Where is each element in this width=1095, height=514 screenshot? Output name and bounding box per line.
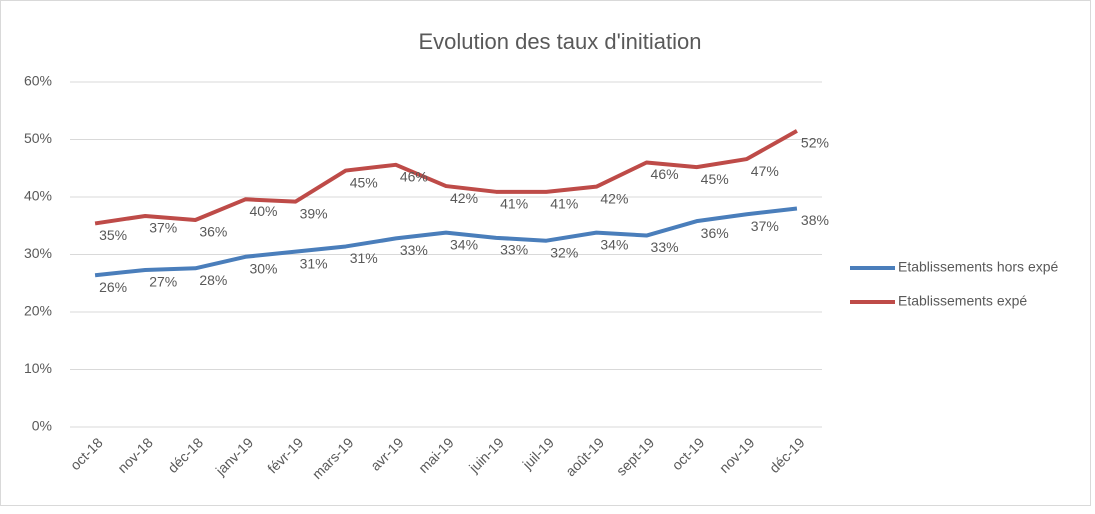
data-label: 46% (651, 166, 679, 182)
legend-label: Etablissements hors expé (898, 259, 1059, 275)
data-label: 30% (249, 261, 277, 277)
data-label: 36% (701, 225, 729, 241)
legend-label: Etablissements expé (898, 293, 1027, 309)
data-label: 26% (99, 279, 127, 295)
data-label: 31% (300, 255, 328, 271)
data-label: 42% (450, 190, 478, 206)
y-tick-label: 20% (24, 303, 52, 319)
data-label: 35% (99, 227, 127, 243)
data-label: 41% (500, 196, 528, 212)
data-label: 36% (199, 224, 227, 240)
data-label: 34% (450, 236, 478, 252)
y-tick-label: 10% (24, 360, 52, 376)
data-label: 34% (600, 236, 628, 252)
data-label: 32% (550, 244, 578, 260)
series-line (94, 129, 798, 226)
data-label: 33% (500, 242, 528, 258)
chart-title: Evolution des taux d'initiation (418, 29, 701, 54)
data-label: 31% (350, 250, 378, 266)
data-label: 38% (801, 212, 829, 228)
data-label: 45% (350, 174, 378, 190)
y-tick-label: 50% (24, 130, 52, 146)
data-label: 41% (550, 196, 578, 212)
data-label: 33% (651, 239, 679, 255)
data-label: 37% (149, 220, 177, 236)
data-label: 33% (400, 242, 428, 258)
y-tick-label: 0% (32, 418, 52, 434)
data-label: 46% (400, 169, 428, 185)
data-label: 39% (300, 205, 328, 221)
series-line (94, 206, 798, 278)
data-label: 45% (701, 171, 729, 187)
y-tick-label: 60% (24, 73, 52, 89)
y-tick-label: 30% (24, 245, 52, 261)
data-label: 52% (801, 135, 829, 151)
data-label: 47% (751, 163, 779, 179)
y-tick-label: 40% (24, 188, 52, 204)
data-label: 37% (751, 218, 779, 234)
data-label: 42% (600, 190, 628, 206)
data-label: 40% (249, 203, 277, 219)
data-label: 28% (199, 272, 227, 288)
data-label: 27% (149, 274, 177, 290)
